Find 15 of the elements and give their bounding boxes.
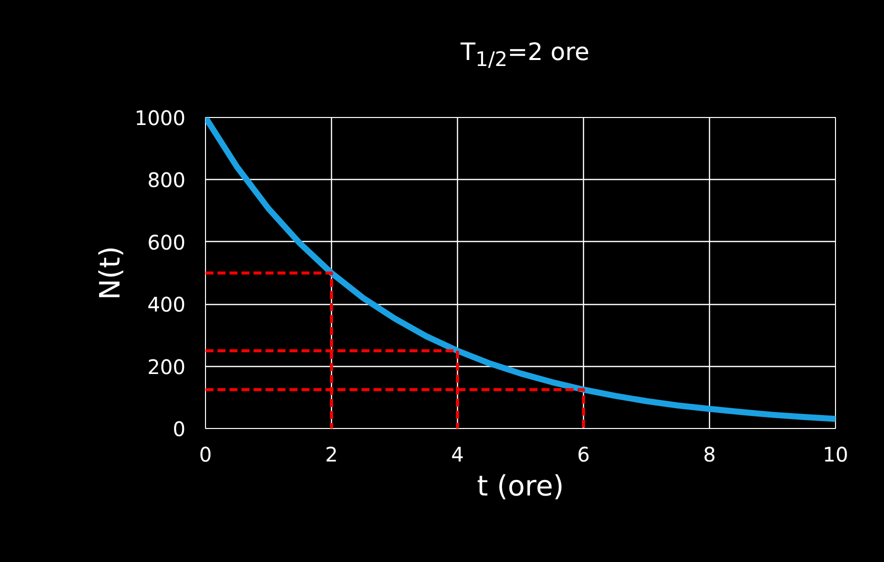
x-axis-title: t (ore)	[477, 470, 564, 502]
y-tick-label: 0	[172, 417, 186, 441]
x-tick-label: 10	[822, 442, 848, 466]
chart-title: T$_{1/2}$=2 ore	[460, 37, 590, 73]
y-tick-label: 800	[147, 168, 186, 192]
y-axis-title: N(t)	[94, 246, 127, 300]
x-tick-label: 0	[199, 442, 212, 466]
x-tick-label: 2	[325, 442, 338, 466]
x-tick-label: 4	[451, 442, 464, 466]
x-tick-label: 6	[577, 442, 590, 466]
x-tick-label: 8	[703, 442, 716, 466]
y-tick-label: 600	[147, 230, 186, 254]
y-tick-label: 200	[147, 354, 186, 379]
y-tick-label: 400	[147, 292, 186, 317]
y-tick-label: 1000	[134, 106, 186, 130]
